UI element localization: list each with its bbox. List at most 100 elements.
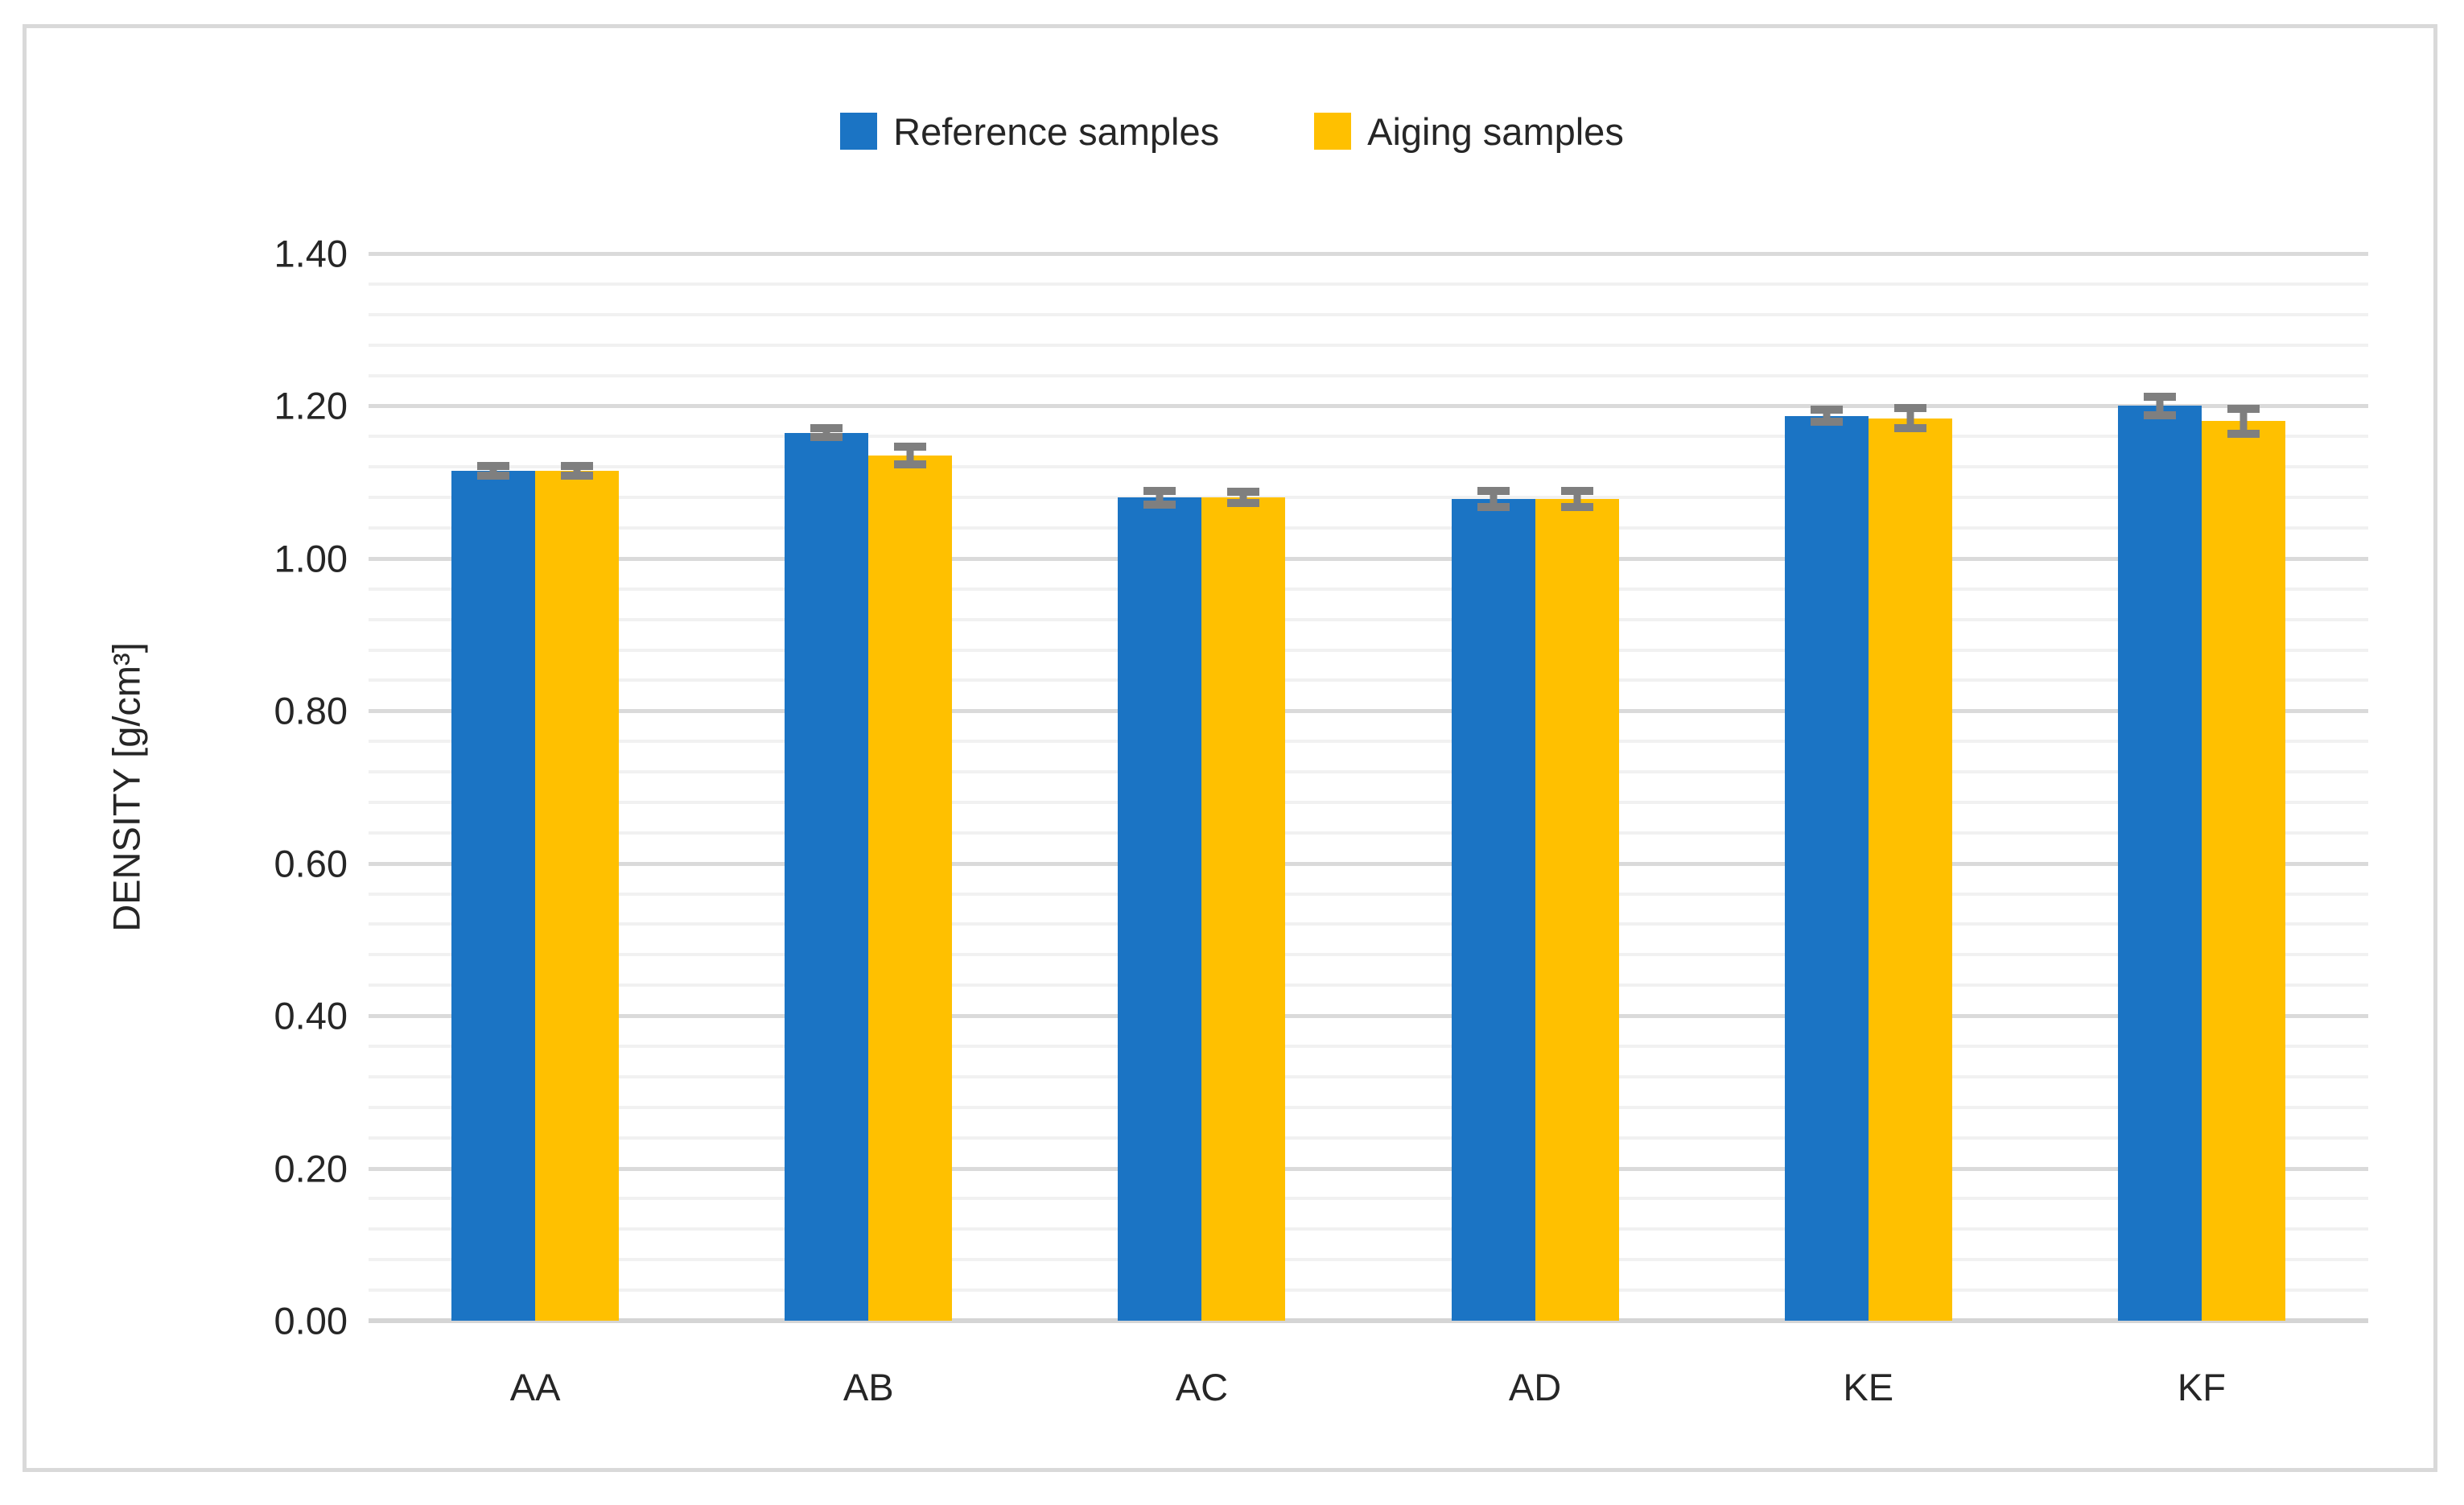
minor-gridline <box>369 922 2368 926</box>
error-stem <box>1823 409 1831 423</box>
error-stem <box>573 465 581 476</box>
legend: Reference samples Aiging samples <box>0 95 2464 167</box>
bar-kf-aiging <box>2201 421 2285 1321</box>
x-axis-label-kf: KF <box>2177 1366 2226 1408</box>
legend-swatch-reference-icon <box>840 113 878 150</box>
bar-ac-reference <box>1118 497 1202 1321</box>
minor-gridline <box>369 648 2368 652</box>
bar-ac-aiging <box>1201 497 1286 1321</box>
error-cap-bottom <box>1227 498 1260 507</box>
bar-aa-aiging <box>535 470 620 1321</box>
minor-gridline <box>369 953 2368 957</box>
error-bar-ac-aiging <box>1227 488 1260 507</box>
bar-ab-reference <box>785 432 869 1321</box>
error-stem <box>906 445 914 466</box>
minor-gridline <box>369 678 2368 682</box>
major-gridline <box>369 861 2368 866</box>
bar-ad-aiging <box>1535 498 1619 1321</box>
plot-area <box>369 252 2368 1323</box>
y-tick-label: 0.60 <box>274 842 348 885</box>
minor-gridline <box>369 587 2368 591</box>
bar-ke-aiging <box>1868 418 1952 1321</box>
y-tick-label: 0.40 <box>274 994 348 1037</box>
error-bar-ad-aiging <box>1560 486 1593 512</box>
bar-aa-reference <box>451 470 536 1321</box>
legend-label-aiging: Aiging samples <box>1367 109 1624 153</box>
minor-gridline <box>369 465 2368 469</box>
minor-gridline <box>369 435 2368 439</box>
error-cap-bottom <box>477 471 510 480</box>
bar-kf-reference <box>2117 406 2202 1321</box>
minor-gridline <box>369 1136 2368 1140</box>
legend-swatch-aiging-icon <box>1314 113 1352 150</box>
minor-gridline <box>369 1197 2368 1201</box>
x-axis-label-ab: AB <box>843 1366 894 1408</box>
y-tick-label: 1.40 <box>274 232 348 275</box>
error-bar-ab-reference <box>810 423 843 442</box>
error-stem <box>1239 491 1247 504</box>
minor-gridline <box>369 1105 2368 1109</box>
error-bar-aa-aiging <box>561 462 594 480</box>
minor-gridline <box>369 740 2368 744</box>
error-stem <box>1156 489 1164 505</box>
y-tick-label: 1.00 <box>274 537 348 580</box>
major-gridline <box>369 709 2368 714</box>
bar-ke-reference <box>1784 415 1869 1321</box>
minor-gridline <box>369 1045 2368 1049</box>
minor-gridline <box>369 373 2368 377</box>
minor-gridline <box>369 496 2368 500</box>
minor-gridline <box>369 983 2368 988</box>
minor-gridline <box>369 770 2368 774</box>
minor-gridline <box>369 831 2368 835</box>
major-gridline <box>369 1166 2368 1171</box>
minor-gridline <box>369 526 2368 530</box>
major-gridline <box>369 556 2368 561</box>
error-bar-ad-reference <box>1477 486 1510 512</box>
x-axis-label-ke: KE <box>1843 1366 1894 1408</box>
error-stem <box>1573 489 1581 509</box>
error-cap-bottom <box>1560 503 1593 512</box>
error-stem <box>1490 489 1498 509</box>
y-axis-title: DENSITY [g/cm³] <box>105 642 148 932</box>
minor-gridline <box>369 1258 2368 1262</box>
error-bar-ac-reference <box>1143 486 1176 509</box>
error-cap-bottom <box>2143 410 2176 419</box>
error-stem <box>822 427 830 439</box>
legend-item-aiging-samples: Aiging samples <box>1314 113 1624 150</box>
error-stem <box>1906 407 1914 429</box>
minor-gridline <box>369 617 2368 621</box>
minor-gridline <box>369 1227 2368 1231</box>
error-cap-bottom <box>1810 418 1843 427</box>
minor-gridline <box>369 1289 2368 1293</box>
y-tick-label: 0.00 <box>274 1299 348 1342</box>
x-axis-line <box>369 1318 2368 1323</box>
bar-ab-aiging <box>868 456 953 1321</box>
error-cap-bottom <box>1477 503 1510 512</box>
error-cap-bottom <box>810 433 843 442</box>
y-tick-label: 0.80 <box>274 689 348 732</box>
minor-gridline <box>369 282 2368 286</box>
error-cap-bottom <box>2227 429 2260 438</box>
error-bar-kf-aiging <box>2227 405 2260 438</box>
y-tick-label: 1.20 <box>274 384 348 427</box>
error-stem <box>489 465 497 476</box>
major-gridline <box>369 404 2368 409</box>
minor-gridline <box>369 892 2368 896</box>
y-tick-label: 0.20 <box>274 1147 348 1190</box>
error-cap-bottom <box>894 460 927 469</box>
error-bar-ke-aiging <box>1893 404 1926 432</box>
minor-gridline <box>369 800 2368 804</box>
minor-gridline <box>369 343 2368 347</box>
minor-gridline <box>369 1074 2368 1078</box>
error-bar-kf-reference <box>2143 393 2176 419</box>
error-stem <box>2156 396 2164 416</box>
x-axis-label-aa: AA <box>509 1366 561 1408</box>
error-cap-bottom <box>1143 500 1176 509</box>
error-bar-aa-reference <box>477 462 510 480</box>
legend-item-reference-samples: Reference samples <box>840 113 1219 150</box>
x-axis-label-ac: AC <box>1175 1366 1229 1408</box>
minor-gridline <box>369 312 2368 316</box>
error-stem <box>2239 408 2248 435</box>
major-gridline <box>369 1014 2368 1019</box>
